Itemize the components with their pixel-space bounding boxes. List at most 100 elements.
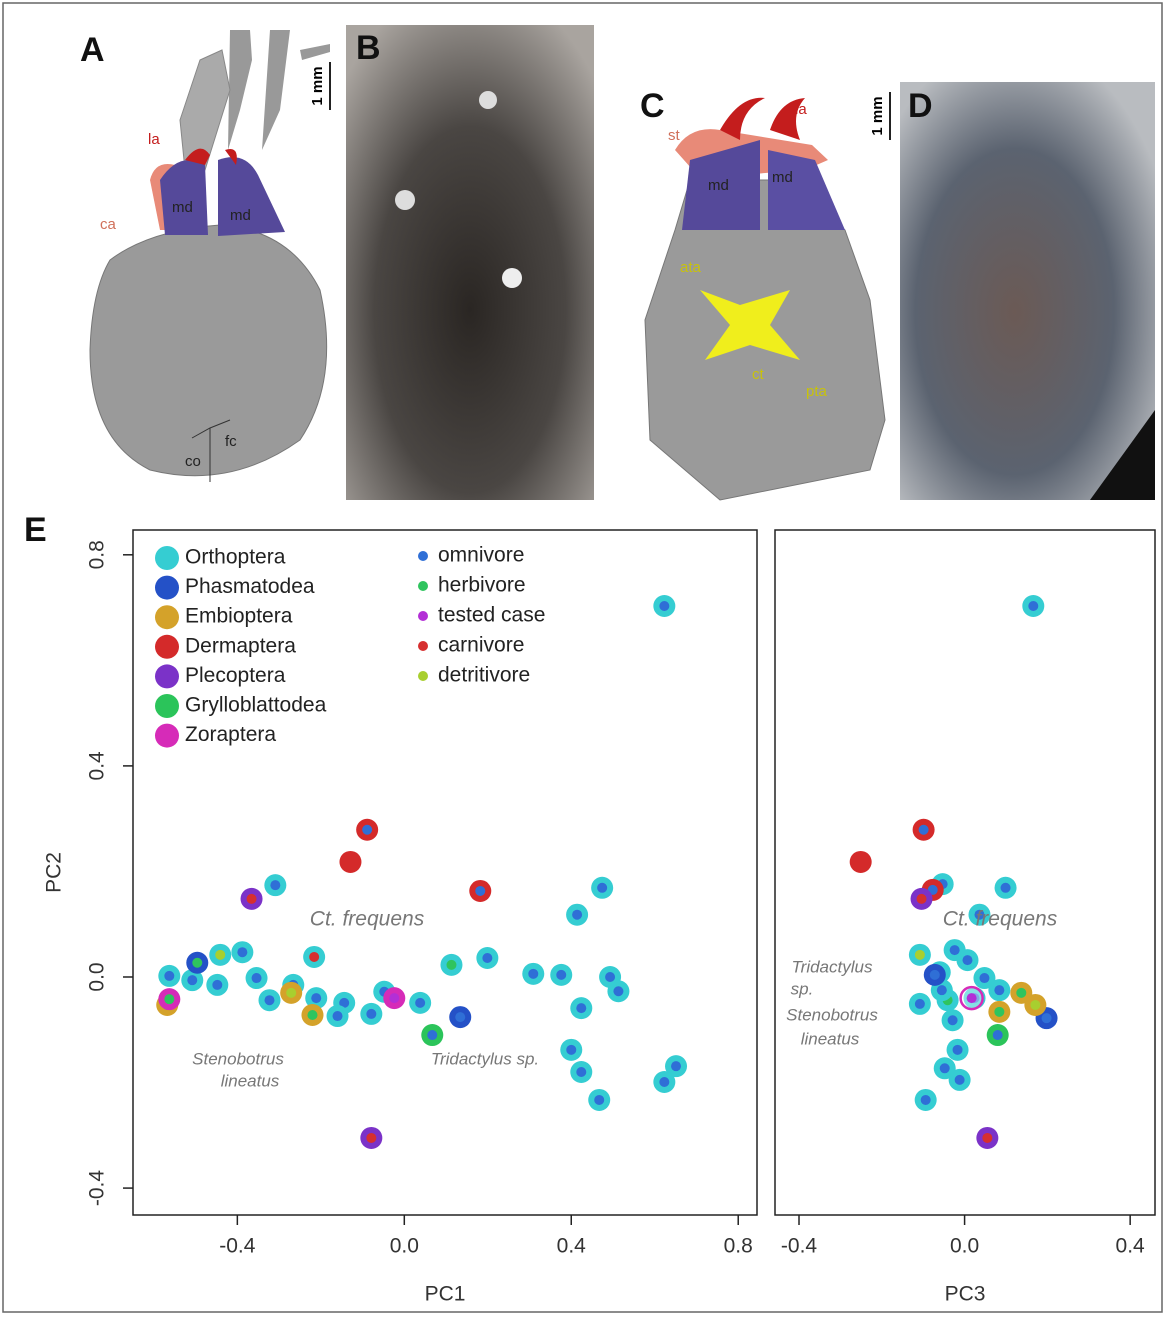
annotation: Ct. frequens <box>310 908 425 931</box>
x-tick-label: 0.0 <box>950 1235 979 1258</box>
diet-dot <box>914 998 925 1009</box>
diet-dot <box>576 1003 587 1014</box>
legend-swatch <box>155 694 179 718</box>
diet-dot <box>939 1063 950 1074</box>
diet-dot <box>994 985 1005 996</box>
diet-dot <box>556 969 567 980</box>
diet-dot <box>362 824 373 835</box>
diet-dot <box>455 1012 466 1023</box>
diet-dot <box>671 1061 682 1072</box>
diet-dot <box>215 949 226 960</box>
diet-dot <box>992 1030 1003 1041</box>
grain <box>395 190 415 210</box>
diet-dot <box>415 997 426 1008</box>
diet-dot <box>566 1044 577 1055</box>
diet-dot <box>962 955 973 966</box>
annotation: st <box>668 127 681 144</box>
diet-dot <box>954 1074 965 1085</box>
diet-dot <box>974 909 985 920</box>
legend-label: Zoraptera <box>185 723 276 746</box>
diet-dot <box>572 909 583 920</box>
diet-dot <box>1041 1013 1052 1024</box>
legend-swatch <box>418 611 428 621</box>
diet-dot <box>307 1009 318 1020</box>
panel-label: E <box>24 511 47 549</box>
annotation: ca <box>100 216 117 233</box>
diet-dot <box>192 957 203 968</box>
shadow <box>1090 410 1155 500</box>
legend-swatch <box>155 634 179 659</box>
point <box>339 850 362 873</box>
annotation: la <box>148 131 160 148</box>
diet-dot <box>979 973 990 984</box>
diet-dot <box>936 985 947 996</box>
diet-dot <box>605 971 616 982</box>
panel-b: B <box>346 25 594 500</box>
diet-dot <box>916 893 927 904</box>
annotation: Stenobotrus <box>192 1049 284 1068</box>
legend-label: tested case <box>438 604 545 627</box>
diet-dot <box>475 885 486 896</box>
annotation: lineatus <box>801 1029 860 1048</box>
legend-label: detritivore <box>438 664 530 687</box>
legend-label: Grylloblattodea <box>185 694 327 717</box>
annotation: Tridactylus <box>792 957 873 976</box>
y-tick-label: 0.4 <box>86 751 109 781</box>
diet-dot <box>952 1044 963 1055</box>
labrum <box>185 148 237 165</box>
grain <box>479 91 497 109</box>
legend-swatch <box>418 551 428 561</box>
legend-swatch <box>418 581 428 591</box>
panel-label: A <box>80 31 105 69</box>
diet-dot <box>164 994 175 1005</box>
diet-dot <box>251 973 262 984</box>
x-tick-label: 0.8 <box>724 1235 753 1258</box>
annotation: sp. <box>791 979 814 998</box>
annotation: md <box>708 177 729 194</box>
legend-label: herbivore <box>438 574 526 597</box>
panel-d: 1 mm D <box>869 82 1155 500</box>
diet-dot <box>659 600 670 611</box>
x-tick-label: 0.4 <box>557 1235 587 1258</box>
legend-swatch <box>418 671 428 681</box>
annotation: la <box>795 101 807 118</box>
annotation: Stenobotrus <box>786 1005 878 1024</box>
diet-dot <box>613 986 624 997</box>
annotation: lineatus <box>221 1071 280 1090</box>
diet-dot <box>597 882 608 893</box>
annotation: Tridactylus sp. <box>431 1049 539 1068</box>
diet-dot <box>270 880 281 891</box>
diet-dot <box>966 993 977 1004</box>
plot-frame <box>774 529 1156 1216</box>
diet-dot <box>918 824 929 835</box>
diet-dot <box>212 979 223 990</box>
legend-swatch <box>418 641 428 651</box>
point <box>849 850 872 873</box>
x-tick-label: 0.4 <box>1116 1235 1146 1258</box>
suture <box>191 419 231 482</box>
legend-label: Embioptera <box>185 605 293 628</box>
diet-dot <box>389 993 400 1004</box>
diet-dot <box>264 995 275 1006</box>
diet-dot <box>947 1015 958 1026</box>
head-capsule <box>89 224 328 477</box>
diet-dot <box>949 945 960 956</box>
photo <box>346 25 594 500</box>
diet-dot <box>427 1030 438 1041</box>
mandible-right <box>768 150 845 230</box>
x-axis-label: PC1 <box>425 1283 466 1306</box>
y-tick-label: 0.0 <box>86 962 109 991</box>
y-axis-label: PC2 <box>43 852 66 893</box>
diet-dot <box>659 1077 670 1088</box>
diet-dot <box>1000 882 1011 893</box>
diet-dot <box>366 1132 377 1143</box>
y-tick-label: 0.8 <box>86 540 109 569</box>
legend-swatch <box>155 664 179 689</box>
diet-dot <box>1028 600 1039 611</box>
legend-swatch <box>155 605 179 630</box>
diet-dot <box>914 949 925 960</box>
diet-dot <box>1016 987 1027 998</box>
diet-dot <box>982 1132 993 1143</box>
diet-dot <box>332 1011 343 1022</box>
x-axis-label: PC3 <box>945 1283 986 1306</box>
